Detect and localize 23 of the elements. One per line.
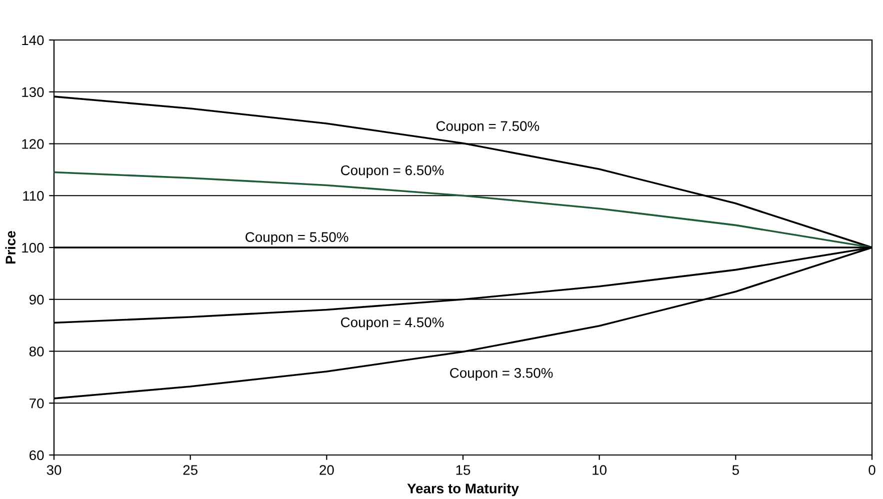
x-tick-label: 30 — [46, 465, 62, 475]
y-tick-label: 110 — [23, 190, 44, 201]
x-tick-label: 25 — [183, 465, 198, 475]
y-tick-label: 80 — [29, 346, 44, 356]
x-tick-label: 5 — [732, 465, 739, 475]
x-tick-label: 0 — [868, 465, 876, 475]
y-tick-label: 140 — [22, 35, 44, 46]
y-tick-label: 90 — [29, 294, 44, 305]
y-tick-label: 130 — [22, 87, 44, 98]
y-axis-title: Price — [5, 230, 16, 264]
x-tick-label: 10 — [592, 465, 607, 475]
y-tick-label: 120 — [22, 139, 44, 149]
x-tick-label: 20 — [320, 465, 334, 475]
y-tick-label: 100 — [22, 242, 44, 253]
series-label: Coupon = 7.50% — [436, 121, 540, 134]
series-label: Coupon = 6.50% — [341, 165, 444, 178]
x-tick-label: 15 — [456, 465, 470, 475]
series-label: Coupon = 4.50% — [341, 317, 444, 330]
y-tick-label: 60 — [30, 450, 44, 460]
series-label: Coupon = 5.50% — [246, 232, 348, 245]
series-label: Coupon = 3.50% — [450, 368, 553, 381]
x-axis-title: Years to Maturity — [407, 483, 519, 496]
y-tick-label: 70 — [30, 398, 44, 408]
